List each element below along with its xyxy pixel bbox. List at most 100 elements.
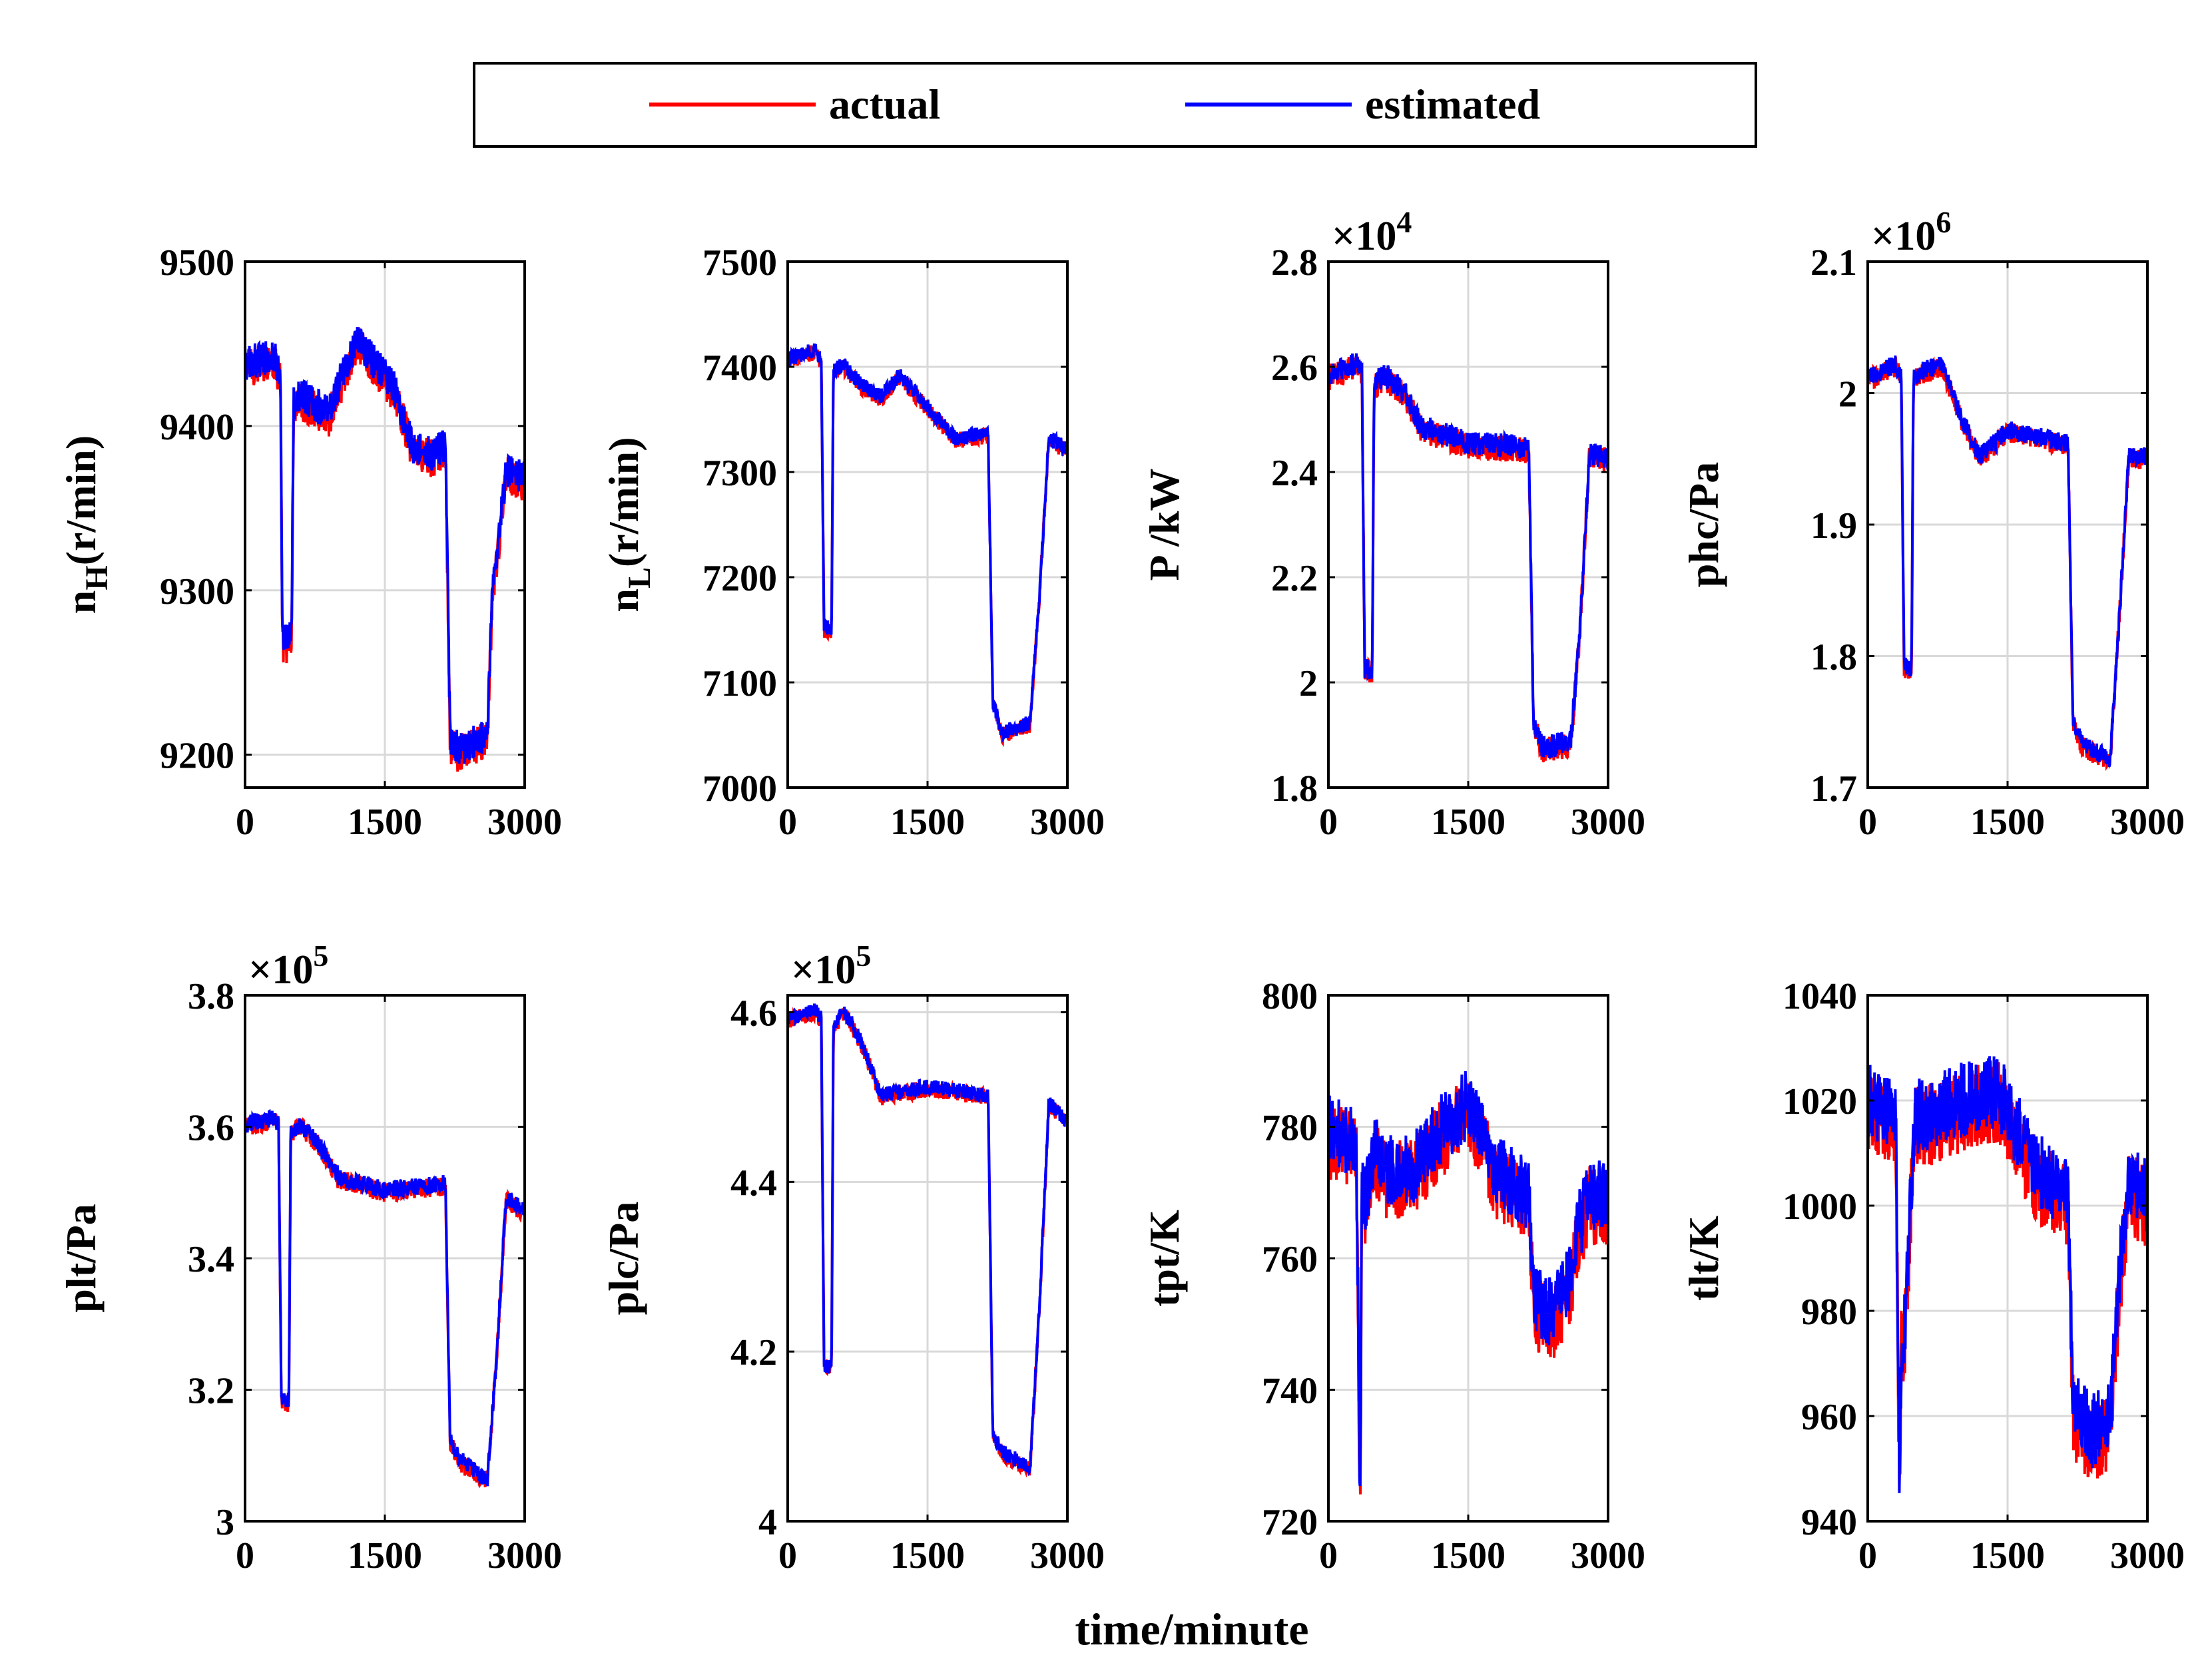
y-tick-label: 1000 (1783, 1186, 1857, 1228)
y-tick-label: 720 (1262, 1502, 1318, 1543)
legend-label-actual: actual (829, 81, 940, 128)
x-tick-label: 3000 (2110, 802, 2185, 843)
panel-P: 0 1500 3000 1.8 2 2.2 2.4 2.6 2.8 ×104 P /kW (1141, 205, 1645, 843)
x-tick-label: 0 (1319, 802, 1338, 843)
x-tick-label: 0 (236, 802, 254, 843)
y-tick-label: 3.8 (188, 976, 234, 1017)
y-tick-label: 740 (1262, 1371, 1318, 1412)
y-tick-label: 1.8 (1271, 768, 1318, 810)
y-tick-label: 2.1 (1810, 242, 1857, 284)
y-tick-label: 980 (1801, 1292, 1857, 1333)
series-estimated-P (1328, 353, 1608, 758)
y-tick-label: 2 (1838, 374, 1857, 415)
x-tick-label: 0 (1319, 1535, 1338, 1576)
y-tick-label: 2.4 (1271, 453, 1318, 494)
panel-plc: 0 1500 3000 4 4.2 4.4 4.6 ×105 plc/Pa (600, 939, 1105, 1576)
y-tick-label: 1.8 (1810, 637, 1857, 678)
axis-exponent: ×105 (248, 939, 328, 993)
x-tick-label: 0 (1858, 1535, 1877, 1576)
y-axis-label: plc/Pa (600, 1202, 647, 1316)
y-tick-label: 1020 (1783, 1081, 1857, 1122)
y-tick-label: 960 (1801, 1397, 1857, 1438)
y-tick-label: 4.4 (730, 1162, 777, 1204)
y-tick-label: 3.4 (188, 1239, 234, 1280)
y-tick-label: 4 (758, 1502, 777, 1543)
series-estimated-nH (245, 326, 525, 764)
x-tick-label: 0 (1858, 802, 1877, 843)
y-tick-label: 1040 (1783, 976, 1857, 1017)
x-tick-label: 1500 (1431, 802, 1506, 843)
x-tick-label: 3000 (1571, 802, 1645, 843)
y-tick-label: 7400 (702, 348, 777, 389)
x-tick-label: 0 (778, 802, 797, 843)
axis-exponent: ×105 (791, 939, 871, 993)
x-tick-label: 1500 (890, 1535, 965, 1576)
x-tick-label: 0 (236, 1535, 254, 1576)
axis-exponent: ×104 (1332, 205, 1412, 259)
panel-phc: 0 1500 3000 1.7 1.8 1.9 2 2.1 ×106 phc/Pa (1680, 205, 2185, 843)
y-tick-label: 7500 (702, 242, 777, 284)
y-tick-label: 3.6 (188, 1108, 234, 1149)
x-tick-label: 1500 (890, 802, 965, 843)
y-tick-label: 760 (1262, 1239, 1318, 1280)
legend-label-estimated: estimated (1365, 81, 1540, 128)
y-tick-label: 1.9 (1810, 505, 1857, 547)
x-tick-label: 0 (778, 1535, 797, 1576)
y-axis-label: phc/Pa (1680, 462, 1727, 587)
x-tick-label: 1500 (348, 1535, 422, 1576)
x-tick-label: 1500 (1970, 802, 2045, 843)
panel-nH: 0 1500 3000 9200 9300 9400 9500 nH(r/min) (57, 242, 562, 843)
y-axis-label: tpt/K (1141, 1210, 1188, 1307)
y-tick-label: 4.6 (730, 993, 777, 1034)
y-tick-label: 800 (1262, 976, 1318, 1017)
y-tick-label: 7000 (702, 768, 777, 810)
axis-exponent: ×106 (1871, 205, 1951, 259)
panel-nL: 0 1500 3000 7000 7100 7200 7300 7400 7500 nL(r/mi… (600, 242, 1105, 843)
y-tick-label: 9300 (160, 571, 234, 612)
panel-tlt: 0 1500 3000 940 960 980 1000 1020 1040 tlt/K (1680, 976, 2185, 1576)
series-estimated-tpt (1328, 1071, 1608, 1487)
y-axis-label: tlt/K (1680, 1216, 1727, 1301)
y-tick-label: 9400 (160, 407, 234, 448)
y-tick-label: 2.6 (1271, 348, 1318, 389)
y-axis-label: plt/Pa (57, 1204, 105, 1313)
legend: actual estimated (473, 62, 1757, 148)
y-tick-label: 3.2 (188, 1371, 234, 1412)
x-tick-label: 1500 (348, 802, 422, 843)
x-tick-label: 1500 (1970, 1535, 2045, 1576)
y-axis-label: nL(r/min) (600, 437, 657, 612)
y-tick-label: 7300 (702, 453, 777, 494)
series-estimated-nL (788, 343, 1067, 743)
y-tick-label: 9500 (160, 242, 234, 284)
series-estimated-plt (245, 1108, 525, 1487)
y-tick-label: 2.8 (1271, 242, 1318, 284)
y-tick-label: 940 (1801, 1502, 1857, 1543)
panel-tpt: 0 1500 3000 720 740 760 780 800 tpt/K (1141, 976, 1645, 1576)
series-actual-tpt (1328, 1083, 1608, 1495)
y-axis-label: P /kW (1141, 469, 1188, 581)
x-tick-label: 3000 (1030, 802, 1105, 843)
y-tick-label: 4.2 (730, 1332, 777, 1373)
y-tick-label: 780 (1262, 1108, 1318, 1149)
x-tick-label: 3000 (487, 802, 562, 843)
y-tick-label: 7200 (702, 558, 777, 599)
y-tick-label: 7100 (702, 663, 777, 704)
series-estimated-plc (788, 1003, 1067, 1477)
x-tick-label: 3000 (1030, 1535, 1105, 1576)
y-tick-label: 2 (1299, 663, 1318, 704)
series-estimated-tlt (1868, 1056, 2147, 1493)
x-tick-label: 1500 (1431, 1535, 1506, 1576)
y-tick-label: 9200 (160, 736, 234, 777)
x-axis-label: time/minute (1075, 1604, 1308, 1654)
y-tick-label: 1.7 (1810, 768, 1857, 810)
x-tick-label: 3000 (2110, 1535, 2185, 1576)
y-axis-label: nH(r/min) (57, 435, 115, 614)
x-tick-label: 3000 (487, 1535, 562, 1576)
panel-plt: 0 1500 3000 3 3.2 3.4 3.6 3.8 ×105 plt/Pa (57, 939, 562, 1576)
y-tick-label: 2.2 (1271, 558, 1318, 599)
y-tick-label: 3 (216, 1502, 234, 1543)
series-estimated-phc (1868, 355, 2147, 767)
x-tick-label: 3000 (1571, 1535, 1645, 1576)
